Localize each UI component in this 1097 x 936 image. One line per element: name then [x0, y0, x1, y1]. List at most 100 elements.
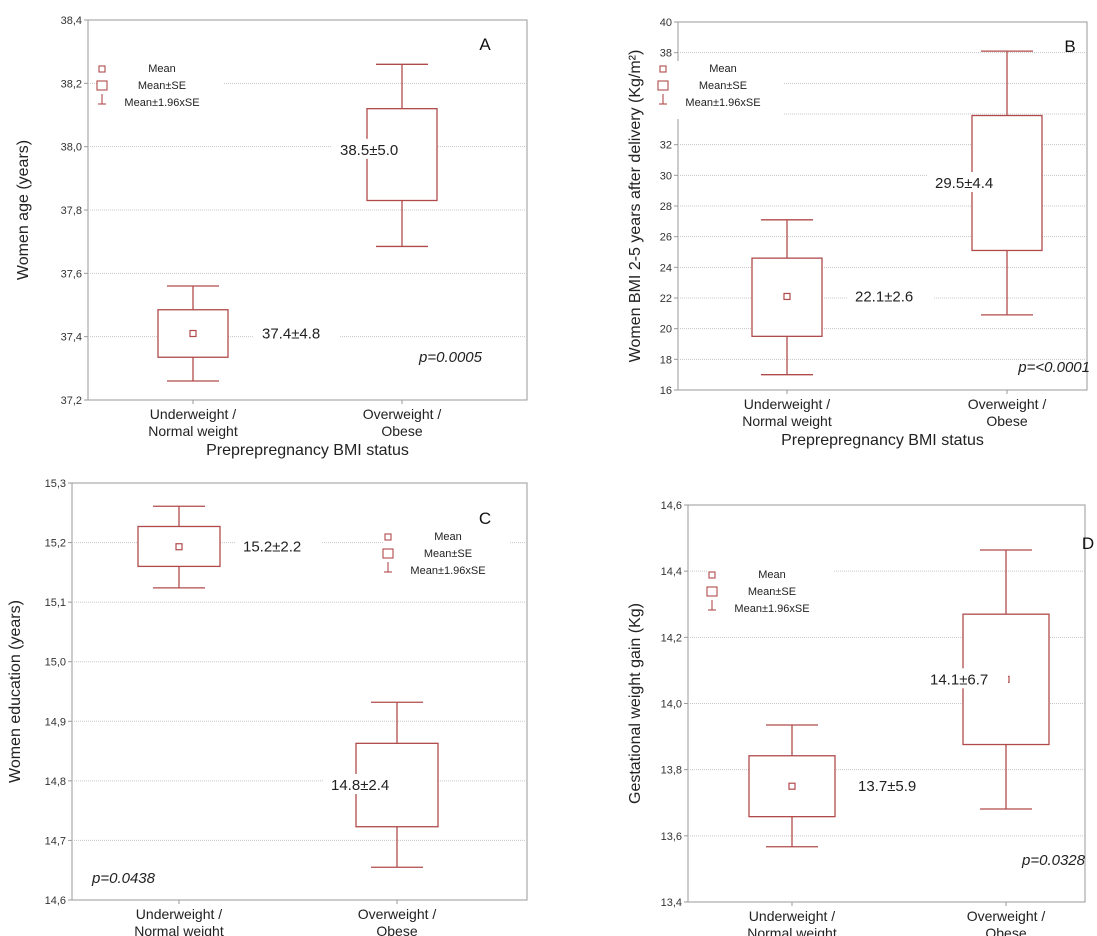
legend-se-symbol [96, 80, 108, 91]
x-category-label: Underweight / [150, 406, 236, 422]
mean-marker [788, 782, 796, 790]
mean-sd-annotation: 15.2±2.2 [243, 539, 301, 556]
p-value-label: p=0.0005 [418, 349, 483, 366]
y-tick-label: 22 [660, 293, 672, 305]
x-category-label: Normal weight [134, 923, 224, 936]
annotation-backing [332, 138, 418, 159]
mean-marker [189, 329, 197, 338]
legend-se-symbol [706, 586, 718, 597]
legend-entry-se: Mean±SE [748, 586, 796, 598]
y-tick-label: 14,6 [45, 895, 66, 907]
legend-entry-ci: Mean±1.96xSE [685, 97, 760, 109]
legend-entry-se: Mean±SE [138, 80, 186, 92]
mean-sd-annotation: 37.4±4.8 [262, 326, 320, 343]
x-category-label: Overweight / [358, 906, 437, 922]
y-tick-label: 26 [660, 232, 672, 244]
y-tick-label: 15,0 [45, 657, 66, 669]
legend-backing [659, 61, 784, 119]
mean-sd-annotation: 14.8±2.4 [331, 777, 389, 794]
legend-entry-ci: Mean±1.96xSE [124, 97, 199, 109]
legend-backing [384, 529, 509, 587]
x-category-label: Obese [381, 423, 422, 439]
legend-entry-mean: Mean [709, 63, 737, 75]
chart-panel-d: 13,4 13,6 13,8 14,0 14,2 14,4 14,6 Underweight … [548, 466, 1094, 936]
legend-backing [708, 567, 833, 625]
x-category-label: Obese [986, 413, 1027, 429]
p-value-label: p=0.0328 [1021, 852, 1086, 869]
legend-entry-mean: Mean [758, 569, 786, 581]
annotation-backing [254, 322, 340, 343]
plot-frame [71, 482, 528, 901]
y-tick-label: 14,7 [45, 835, 66, 847]
mean-sd-annotation: 29.5±4.4 [935, 175, 993, 192]
y-tick-label: 38,2 [61, 78, 82, 90]
legend-entry-se: Mean±SE [699, 80, 747, 92]
legend-mean-symbol [659, 65, 667, 73]
annotation-backing [323, 774, 409, 795]
x-category-label: Overweight / [968, 396, 1047, 412]
panel-letter: A [479, 35, 491, 54]
p-value-label: p=0.0438 [91, 870, 156, 887]
mean-sd-annotation: 22.1±2.6 [855, 288, 913, 305]
y-tick-label: 37,8 [61, 205, 82, 217]
panel-letter: D [1082, 534, 1094, 553]
annotation-backing [850, 775, 936, 796]
legend-entry-ci: Mean±1.96xSE [410, 565, 485, 577]
x-category-label: Normal weight [747, 925, 837, 936]
legend-se-symbol [382, 548, 394, 559]
x-category-label: Underweight / [136, 906, 222, 922]
legend-entry-se: Mean±SE [424, 548, 472, 560]
y-tick-label: 18 [660, 354, 672, 366]
y-tick-label: 14,8 [45, 776, 66, 788]
y-tick-label: 13,4 [661, 897, 682, 909]
x-axis-label: Preprepregnancy BMI status [206, 442, 409, 459]
x-category-label: Obese [985, 925, 1026, 936]
y-tick-label: 37,6 [61, 268, 82, 280]
y-tick-label: 14,4 [661, 566, 682, 578]
mean-sd-annotation: 38.5±5.0 [340, 142, 398, 159]
y-tick-label: 14,2 [661, 632, 682, 644]
y-tick-label: 38,0 [61, 142, 82, 154]
y-tick-label: 20 [660, 324, 672, 336]
y-axis-label: Women BMI 2-5 years after delivery (Kg/m… [627, 50, 644, 363]
y-tick-label: 14,0 [661, 699, 682, 711]
panel-letter: B [1064, 37, 1075, 56]
x-axis-label: Preprepregnancy BMI status [781, 432, 984, 449]
chart-d-svg: 13,4 13,6 13,8 14,0 14,2 14,4 14,6 Underweight … [627, 500, 1094, 936]
y-tick-label: 40 [660, 17, 672, 29]
chart-panel-c: 14,6 14,7 14,8 14,9 15,0 15,1 15,2 15,3 Underwei… [0, 466, 540, 936]
legend-mean-symbol [384, 533, 392, 541]
legend-backing [98, 61, 223, 119]
mean-sd-annotation: 14.1±6.7 [930, 671, 988, 688]
y-axis-label: Women education (years) [7, 600, 24, 783]
annotation-backing [235, 535, 321, 556]
y-tick-label: 14,9 [45, 716, 66, 728]
y-tick-label: 15,3 [45, 478, 66, 490]
y-tick-label: 37,2 [61, 395, 82, 407]
x-category-label: Underweight / [744, 396, 830, 412]
x-category-label: Overweight / [363, 406, 442, 422]
mean-marker [175, 543, 183, 551]
x-category-label: Obese [376, 923, 417, 936]
p-value-label: p=<0.0001 [1017, 359, 1090, 376]
y-tick-label: 14,6 [661, 500, 682, 512]
x-category-label: Normal weight [742, 413, 832, 429]
y-tick-label: 15,2 [45, 538, 66, 550]
panel-letter: C [479, 509, 491, 528]
chart-panel-a: 37,2 37,4 37,6 37,8 38,0 38,2 38,4 Underweight … [0, 0, 540, 462]
y-tick-label: 38 [660, 48, 672, 60]
chart-a-svg: 37,2 37,4 37,6 37,8 38,0 38,2 38,4 Underweight … [15, 15, 528, 459]
annotation-backing [927, 172, 1013, 192]
mean-marker [783, 292, 791, 301]
x-category-label: Normal weight [148, 423, 238, 439]
y-tick-label: 13,6 [661, 831, 682, 843]
chart-panel-b: 16182022242628303234363840Underweight /N… [548, 0, 1090, 462]
y-tick-label: 37,4 [61, 332, 82, 344]
y-tick-label: 24 [660, 262, 672, 274]
y-tick-label: 32 [660, 140, 672, 152]
legend-se-symbol [657, 80, 669, 91]
legend-entry-ci: Mean±1.96xSE [734, 603, 809, 615]
mean-sd-annotation: 13.7±5.9 [858, 778, 916, 795]
annotation-backing [922, 668, 1008, 689]
legend-mean-symbol [708, 571, 716, 579]
